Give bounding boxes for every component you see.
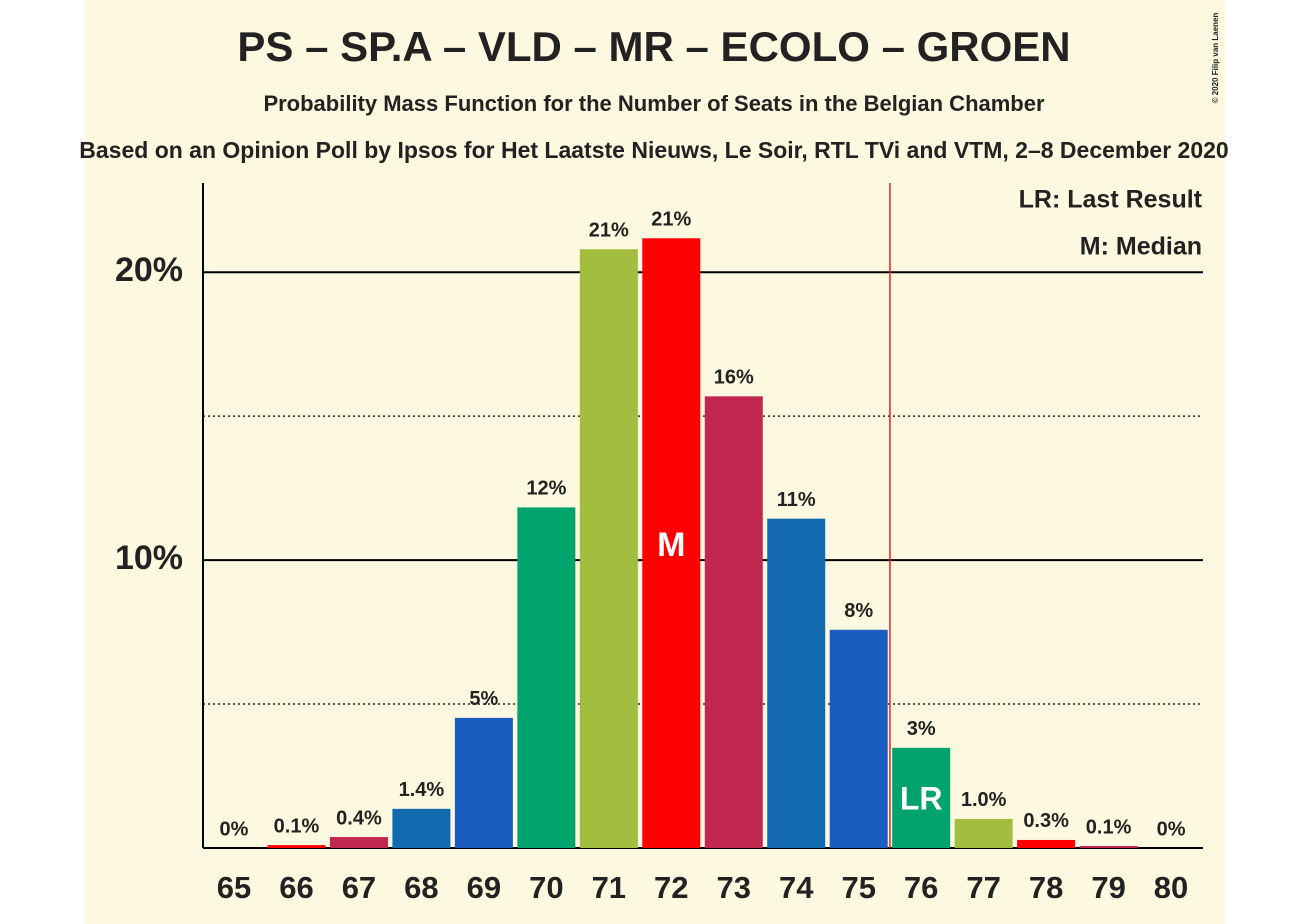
chart-subtitle: Probability Mass Function for the Number… xyxy=(263,91,1045,116)
x-tick-label: 67 xyxy=(342,870,376,905)
value-label: 21% xyxy=(589,219,629,241)
value-label: 11% xyxy=(777,489,816,511)
bar xyxy=(1017,839,1076,848)
median-marker: M xyxy=(657,526,685,564)
x-tick-label: 76 xyxy=(904,870,938,905)
x-tick-label: 78 xyxy=(1029,870,1063,905)
bar xyxy=(329,837,388,848)
value-label: 0.3% xyxy=(1023,810,1069,832)
x-tick-label: 65 xyxy=(217,870,251,905)
x-tick-label: 70 xyxy=(529,870,563,905)
value-label: 0.4% xyxy=(336,807,382,829)
value-label: 8% xyxy=(844,600,873,622)
chart-title: PS – SP.A – VLD – MR – ECOLO – GROEN xyxy=(237,23,1070,70)
value-label: 0.1% xyxy=(1086,816,1132,838)
value-label: 1.0% xyxy=(961,789,1007,811)
legend-median: M: Median xyxy=(1080,233,1202,261)
bar xyxy=(892,747,951,848)
value-label: 0.1% xyxy=(274,815,320,837)
x-tick-label: 77 xyxy=(966,870,1000,905)
x-tick-label: 73 xyxy=(717,870,751,905)
value-label: 5% xyxy=(469,688,498,710)
x-tick-label: 75 xyxy=(841,870,875,905)
x-tick-label: 80 xyxy=(1154,870,1188,905)
x-tick-label: 66 xyxy=(279,870,313,905)
bar xyxy=(767,518,826,848)
copyright: © 2020 Filip van Laenen xyxy=(1211,12,1220,103)
value-label: 0% xyxy=(220,818,249,840)
value-label: 12% xyxy=(526,478,566,500)
y-tick-label: 20% xyxy=(115,251,183,289)
bar xyxy=(704,396,763,848)
bar xyxy=(642,238,701,849)
bar xyxy=(392,808,451,848)
x-tick-label: 71 xyxy=(592,870,626,905)
last-result-marker: LR xyxy=(900,780,943,816)
bar xyxy=(517,507,576,848)
value-label: 0% xyxy=(1157,818,1186,840)
legend-last-result: LR: Last Result xyxy=(1019,186,1203,214)
bar xyxy=(454,717,513,848)
value-label: 16% xyxy=(714,367,754,389)
y-tick-label: 10% xyxy=(115,539,183,577)
bar xyxy=(579,249,638,848)
x-tick-label: 72 xyxy=(654,870,688,905)
bar xyxy=(829,629,888,848)
value-label: 21% xyxy=(651,209,691,231)
x-tick-label: 69 xyxy=(467,870,501,905)
value-label: 3% xyxy=(907,718,936,740)
bar xyxy=(1079,845,1138,848)
value-label: 1.4% xyxy=(399,779,445,801)
x-tick-label: 68 xyxy=(404,870,438,905)
bar xyxy=(267,845,326,848)
x-tick-label: 79 xyxy=(1091,870,1125,905)
x-tick-label: 74 xyxy=(779,870,814,905)
chart-source: Based on an Opinion Poll by Ipsos for He… xyxy=(79,137,1228,163)
bar xyxy=(954,818,1013,848)
